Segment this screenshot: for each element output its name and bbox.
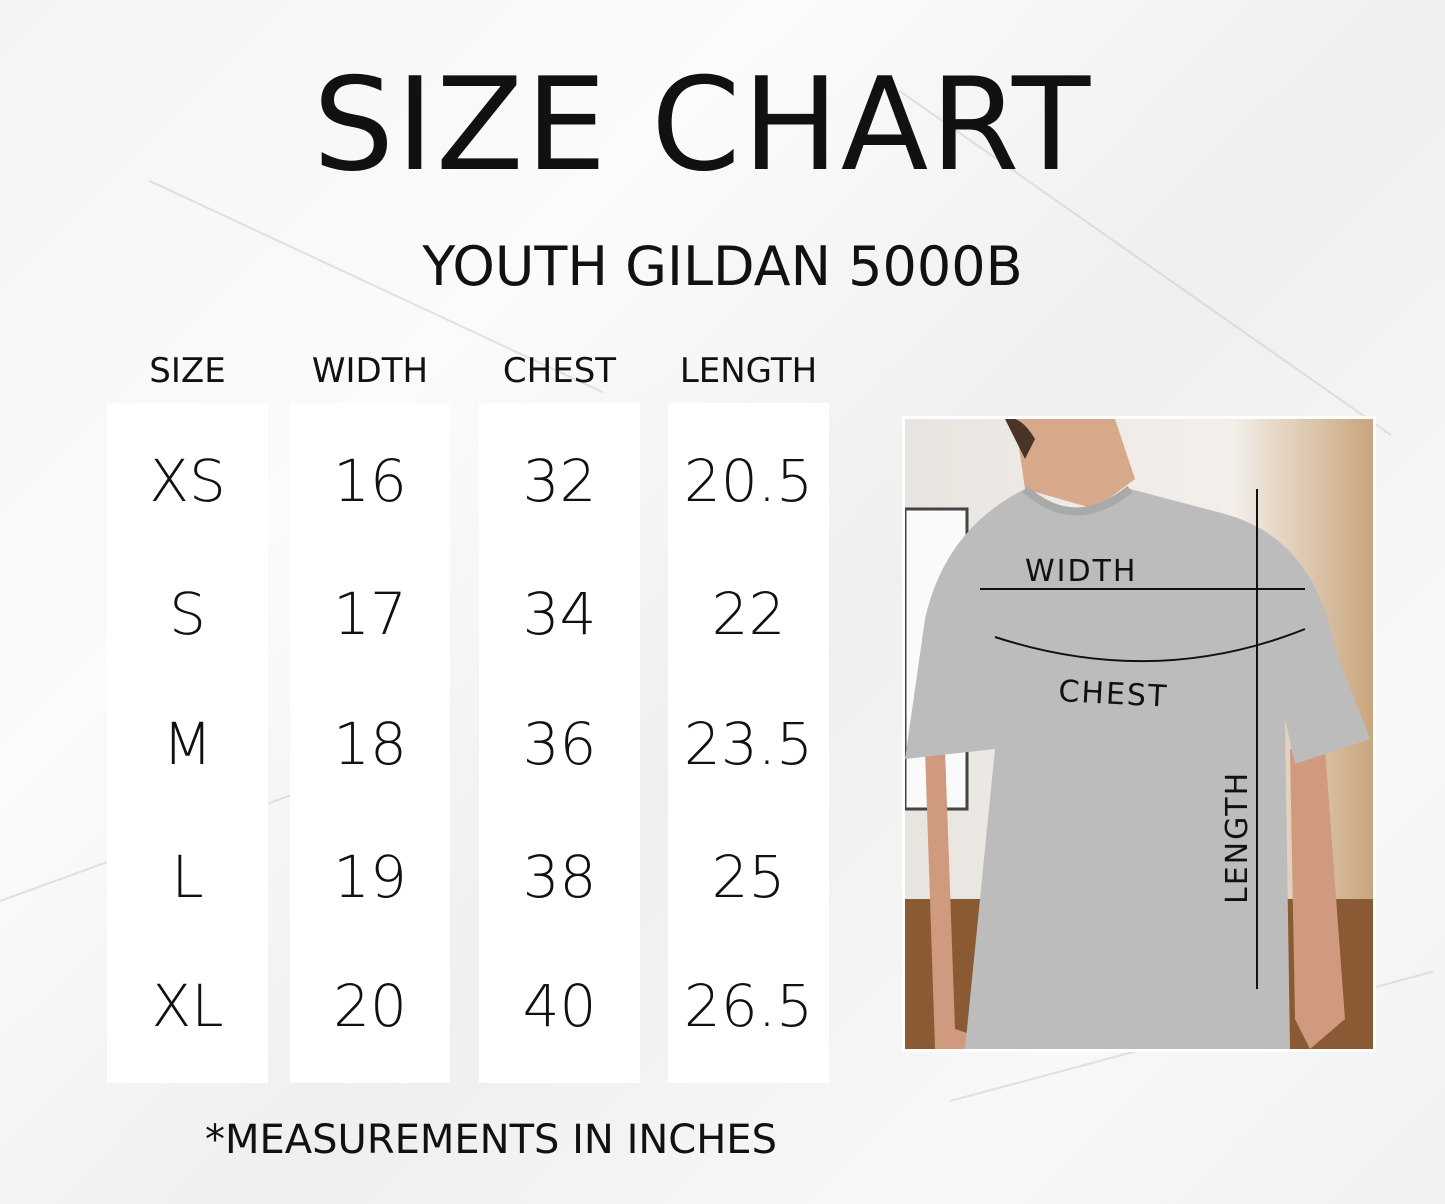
measurement-note: *MEASUREMENTS IN INCHES (205, 1117, 777, 1163)
cell-length: 26.5 (683, 972, 814, 1040)
cell-width: 20 (333, 972, 407, 1040)
column-header-size: SIZE (149, 351, 226, 391)
cell-width: 18 (333, 710, 407, 778)
column-chest: 32 34 36 38 40 (479, 403, 640, 1083)
column-header-chest: CHEST (502, 351, 617, 391)
column-size: XS S M L XL (107, 403, 268, 1083)
shirt-measurement-photo: WIDTH CHEST LENGTH (902, 416, 1376, 1052)
cell-length: 23.5 (683, 710, 814, 778)
right-arm (1290, 749, 1345, 1049)
chest-curve (994, 628, 1306, 663)
cell-width: 16 (333, 447, 407, 515)
cell-chest: 36 (522, 710, 597, 778)
gray-t-shirt (905, 489, 1370, 1049)
cell-length: 25 (711, 843, 786, 911)
cell-width: 19 (333, 843, 407, 911)
hair (1005, 419, 1035, 459)
left-arm (925, 749, 1015, 1049)
cell-chest: 38 (522, 843, 597, 911)
cell-size: M (162, 710, 213, 778)
cell-size: XL (151, 972, 224, 1040)
cell-size: L (171, 843, 204, 911)
cell-size: S (169, 580, 206, 648)
column-header-width: WIDTH (311, 351, 429, 391)
shirt-collar (1022, 485, 1133, 516)
neck (1015, 419, 1135, 509)
page-title: SIZE CHART (312, 51, 1093, 200)
chest-label: CHEST (1058, 674, 1170, 715)
width-label: WIDTH (1025, 554, 1138, 589)
column-header-length: LENGTH (679, 351, 818, 391)
page-subtitle: YOUTH GILDAN 5000B (422, 235, 1023, 298)
length-label: LENGTH (1220, 771, 1255, 904)
column-length: 20.5 22 23.5 25 26.5 (668, 403, 829, 1083)
column-width: 16 17 18 19 20 (290, 403, 450, 1083)
cell-width: 17 (333, 580, 407, 648)
cell-chest: 34 (522, 580, 597, 648)
cell-length: 22 (711, 580, 786, 648)
cell-length: 20.5 (683, 447, 814, 515)
cell-chest: 40 (522, 972, 597, 1040)
cell-chest: 32 (522, 447, 597, 515)
cell-size: XS (149, 447, 226, 515)
